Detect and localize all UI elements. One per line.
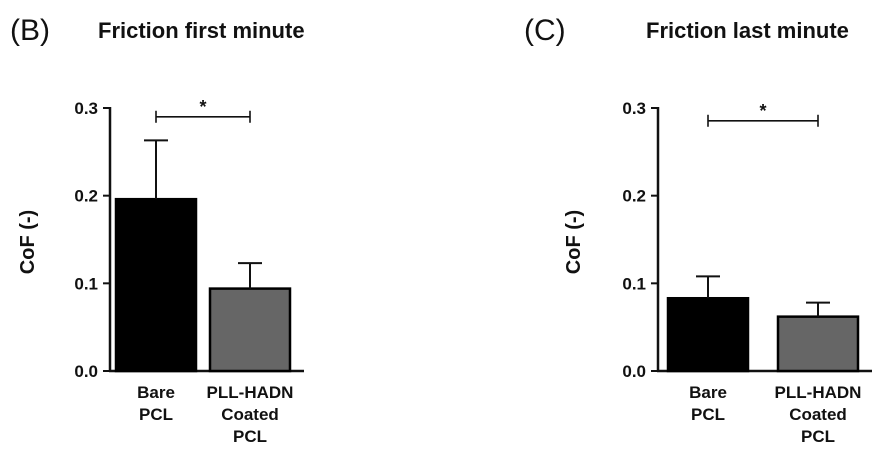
category-label-0: Bare <box>689 383 727 402</box>
category-label-0: Bare <box>137 383 175 402</box>
bar-0 <box>666 296 750 373</box>
y-tick-label: 0.2 <box>74 187 98 206</box>
bar-1 <box>208 287 292 373</box>
significance-star: * <box>199 97 206 117</box>
y-tick-label: 0.0 <box>74 362 98 381</box>
category-label-0: PCL <box>691 405 725 424</box>
category-label-1: PCL <box>233 427 267 446</box>
y-axis-label: CoF (-) <box>563 210 585 274</box>
panel-b: (B) Friction first minute 0.0 0.1 0.2 0.3 CoF … <box>10 14 305 446</box>
y-tick-label: 0.3 <box>74 99 98 118</box>
category-label-1: Coated <box>789 405 847 424</box>
category-label-1: PLL-HADN <box>775 383 862 402</box>
chart-title: Friction first minute <box>98 18 305 43</box>
panel-label: (C) <box>524 14 566 47</box>
category-label-1: PCL <box>801 427 835 446</box>
chart-title: Friction last minute <box>646 18 849 43</box>
panel-label: (B) <box>10 14 50 47</box>
y-axis-label: CoF (-) <box>17 210 39 274</box>
category-label-0: PCL <box>139 405 173 424</box>
y-tick-label: 0.1 <box>622 274 646 293</box>
bar-1 <box>776 315 860 373</box>
y-tick-label: 0.3 <box>622 99 646 118</box>
category-label-1: PLL-HADN <box>207 383 294 402</box>
y-tick-label: 0.1 <box>74 274 98 293</box>
bar-0 <box>114 197 198 373</box>
significance-star: * <box>759 101 766 121</box>
y-tick-label: 0.0 <box>622 362 646 381</box>
panel-c: (C) Friction last minute 0.0 0.1 0.2 0.3 CoF (… <box>524 14 872 446</box>
category-label-1: Coated <box>221 405 279 424</box>
y-tick-label: 0.2 <box>622 187 646 206</box>
